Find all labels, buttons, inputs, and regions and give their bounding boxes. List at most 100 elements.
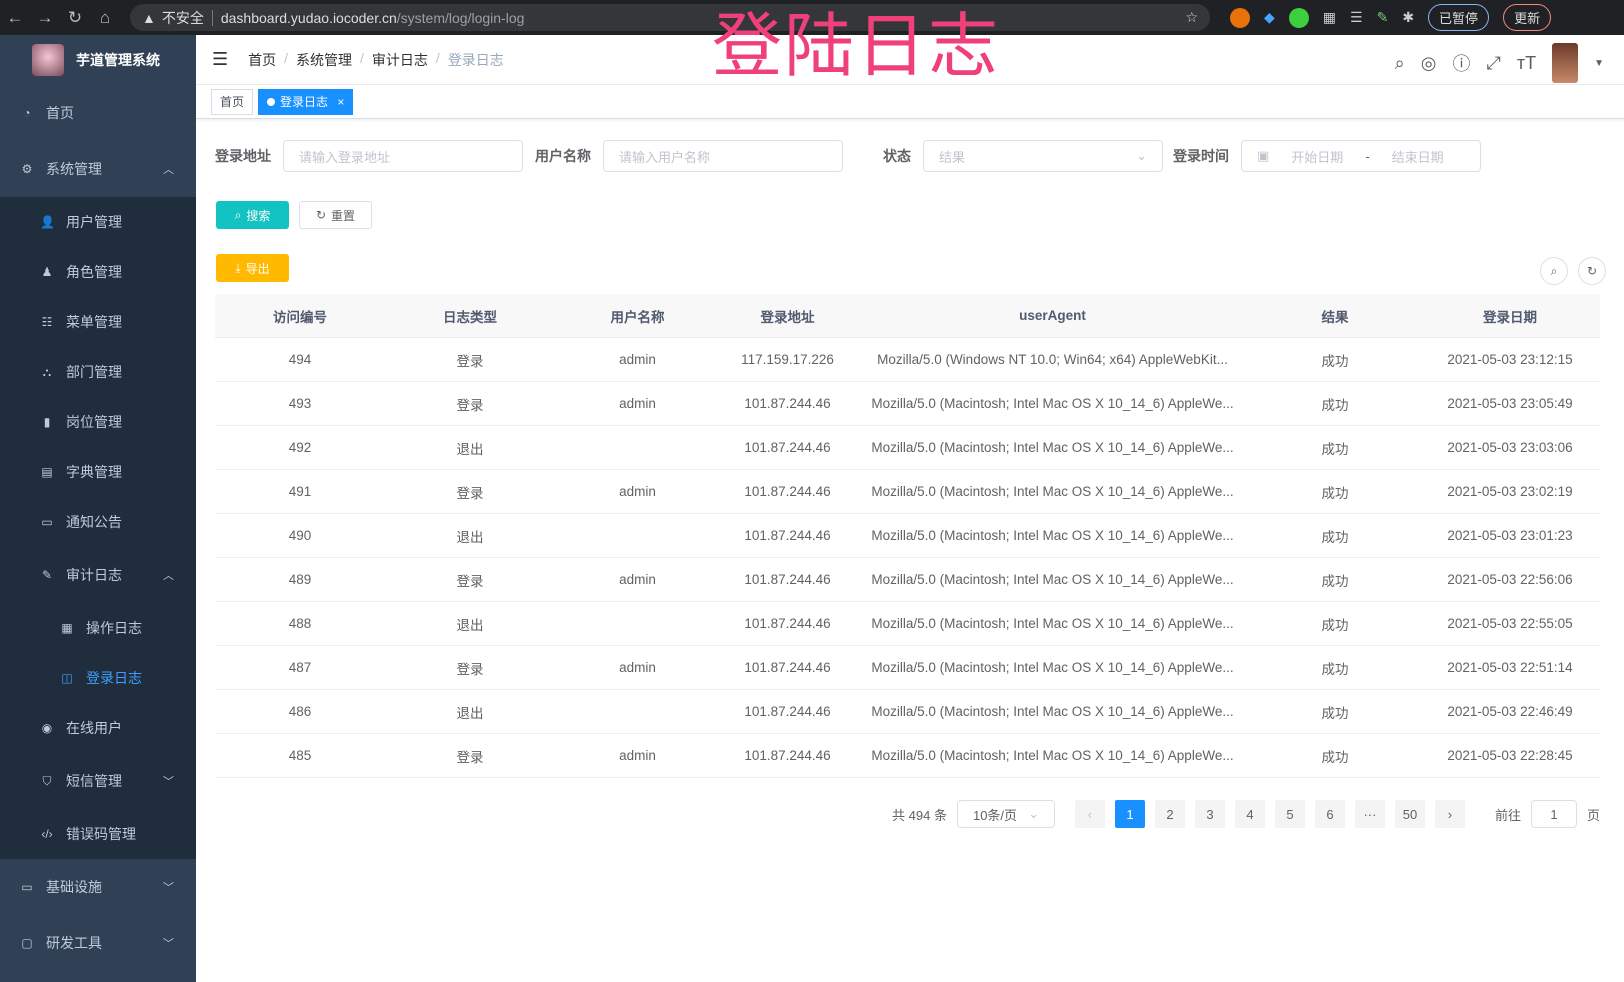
tag-home[interactable]: 首页	[211, 88, 254, 115]
sidebar-item-label: 在线用户	[66, 720, 122, 736]
goto-page-input[interactable]: 1	[1530, 800, 1577, 828]
sidebar-item[interactable]: ☷ 菜单管理	[0, 297, 196, 347]
table-cell: Mozilla/5.0 (Macintosh; Intel Mac OS X 1…	[871, 748, 1234, 763]
sidebar-item-label: 部门管理	[66, 364, 122, 380]
start-date[interactable]: 开始日期	[1291, 149, 1344, 165]
avatar[interactable]	[1552, 43, 1579, 83]
export-button[interactable]: ⤓ 导出	[216, 254, 289, 282]
username-input[interactable]: 请输入用户名称	[603, 140, 843, 172]
sidebar-item[interactable]: ⚙ 系统管理 ︿	[0, 141, 196, 197]
refresh-icon: ↻	[315, 208, 327, 222]
page-button[interactable]: 2	[1154, 800, 1185, 828]
table-cell: Mozilla/5.0 (Windows NT 10.0; Win64; x64…	[877, 352, 1228, 367]
insecure-label: 不安全	[161, 9, 204, 26]
table-cell: 101.87.244.46	[744, 660, 831, 675]
form-icon: ▦	[61, 621, 73, 635]
prev-page-button[interactable]: ‹	[1074, 800, 1105, 828]
col-header: 日志类型	[443, 309, 497, 325]
sidebar-item[interactable]: ⛉ 短信管理 ﹀	[0, 753, 196, 809]
breadcrumb-item[interactable]: 审计日志	[371, 51, 428, 68]
page-button[interactable]: 4	[1234, 800, 1265, 828]
sidebar-item[interactable]: ◉ 在线用户	[0, 703, 196, 753]
reload-icon[interactable]: ↻	[67, 7, 83, 27]
toggle-search-button[interactable]: ⌕	[1540, 257, 1568, 285]
end-date[interactable]: 结束日期	[1391, 149, 1444, 165]
hamburger-icon[interactable]: ☰	[212, 49, 229, 69]
update-button[interactable]: 更新	[1503, 4, 1552, 31]
font-size-icon[interactable]: ᴛT	[1516, 52, 1537, 73]
sidebar-item[interactable]: ▤ 字典管理	[0, 447, 196, 497]
page-size-select[interactable]: 10条/页 ⌄	[956, 800, 1055, 828]
sidebar-item[interactable]: ⛬ 部门管理	[0, 347, 196, 397]
caret-down-icon[interactable]: ▼	[1594, 57, 1604, 69]
login-address-input[interactable]: 请输入登录地址	[283, 140, 523, 172]
total-count: 共 494 条	[892, 807, 947, 823]
grid-extension-icon[interactable]: ▦	[1322, 9, 1337, 25]
refresh-table-button[interactable]: ↻	[1578, 257, 1606, 285]
date-range-picker[interactable]: ▣ 开始日期 - 结束日期	[1241, 140, 1481, 172]
table-cell: 101.87.244.46	[744, 704, 831, 719]
home-icon[interactable]: ⌂	[99, 7, 111, 27]
close-icon[interactable]: ×	[337, 94, 345, 109]
puzzle-icon[interactable]: ✱	[1402, 9, 1415, 25]
sidebar-item[interactable]: 👤 用户管理	[0, 197, 196, 247]
table-cell: 486	[288, 704, 312, 719]
sidebar-item[interactable]: ▮ 岗位管理	[0, 397, 196, 447]
sidebar-item[interactable]: ▢ 研发工具 ﹀	[0, 915, 196, 971]
page-button[interactable]: 5	[1274, 800, 1305, 828]
breadcrumb-item[interactable]: 首页	[248, 51, 277, 68]
sidebar-item-label: 用户管理	[66, 214, 122, 230]
table-cell: Mozilla/5.0 (Macintosh; Intel Mac OS X 1…	[871, 484, 1234, 499]
sidebar-item[interactable]: ▭ 基础设施 ﹀	[0, 859, 196, 915]
extension-icon[interactable]	[1230, 7, 1250, 28]
status-placeholder: 结果	[939, 149, 966, 165]
breadcrumb-item-current: 登录日志	[447, 51, 504, 68]
forward-icon[interactable]: →	[36, 7, 54, 27]
search-icon[interactable]: ⌕	[1394, 52, 1405, 73]
app-logo[interactable]: 芋道管理系统	[0, 35, 196, 85]
bookmark-star-icon[interactable]: ☆	[1185, 9, 1198, 25]
page-button[interactable]: 3	[1194, 800, 1225, 828]
table-cell: 2021-05-03 22:55:05	[1447, 616, 1573, 631]
breadcrumb-item[interactable]: 系统管理	[296, 51, 353, 68]
leaf-extension-icon[interactable]: ✎	[1376, 9, 1389, 25]
table-row: 487 登录 admin 101.87.244.46 Mozilla/5.0 (Maci…	[215, 646, 1600, 690]
sidebar-item[interactable]: ◫ 登录日志	[0, 653, 196, 703]
diamond-extension-icon[interactable]: ◆	[1264, 9, 1275, 25]
sidebar-item[interactable]: ♟ 角色管理	[0, 247, 196, 297]
page-button[interactable]: ···	[1354, 800, 1385, 828]
status-select[interactable]: 结果 ⌄	[923, 140, 1163, 172]
sidebar-item[interactable]: ‹/› 错误码管理	[0, 809, 196, 859]
sidebar-item[interactable]: ◔ 首页	[0, 85, 196, 141]
page-button[interactable]: 50	[1394, 800, 1425, 828]
github-icon[interactable]: ◎	[1420, 52, 1437, 73]
fullscreen-icon[interactable]: ⤢	[1486, 52, 1501, 73]
sidebar-item[interactable]: ▦ 操作日志	[0, 603, 196, 653]
page-button[interactable]: 6	[1314, 800, 1345, 828]
chevron-down-icon: ﹀	[163, 776, 174, 788]
table-cell: Mozilla/5.0 (Macintosh; Intel Mac OS X 1…	[871, 528, 1234, 543]
next-page-button[interactable]: ›	[1434, 800, 1465, 828]
pagination: 共 494 条 10条/页 ⌄ ‹ 1 2 3 4 5 6 ··· 50 › 前往 1 页	[892, 800, 1600, 828]
table-cell: 成功	[1321, 617, 1349, 633]
help-icon[interactable]: ⓘ	[1452, 54, 1471, 74]
sidebar-item-label: 基础设施	[46, 879, 102, 895]
profile-button[interactable]: 已暂停	[1428, 4, 1490, 31]
sidebar-item[interactable]: ▭ 通知公告	[0, 497, 196, 547]
search-icon: ⌕	[1550, 263, 1558, 278]
table-cell: 101.87.244.46	[744, 528, 831, 543]
tag-login-log[interactable]: 登录日志 ×	[258, 88, 354, 115]
sidebar-item-label: 菜单管理	[66, 314, 122, 330]
table-cell: 2021-05-03 23:02:19	[1447, 484, 1573, 499]
address-bar[interactable]: ▲ 不安全 dashboard.yudao.iocoder.cn /system…	[130, 4, 1210, 31]
sidebar-item[interactable]: ✎ 审计日志 ︿	[0, 547, 196, 603]
y-extension-icon[interactable]	[1288, 7, 1309, 28]
code-icon: ‹/›	[41, 827, 53, 841]
page-button[interactable]: 1	[1114, 800, 1145, 828]
table-cell: 成功	[1321, 661, 1349, 677]
reset-button[interactable]: ↻ 重置	[299, 201, 372, 229]
on-extension-icon[interactable]: ☰	[1350, 9, 1363, 25]
back-icon[interactable]: ←	[6, 7, 24, 27]
sidebar-item-label: 操作日志	[86, 620, 142, 636]
search-button[interactable]: ⌕ 搜索	[216, 201, 289, 229]
